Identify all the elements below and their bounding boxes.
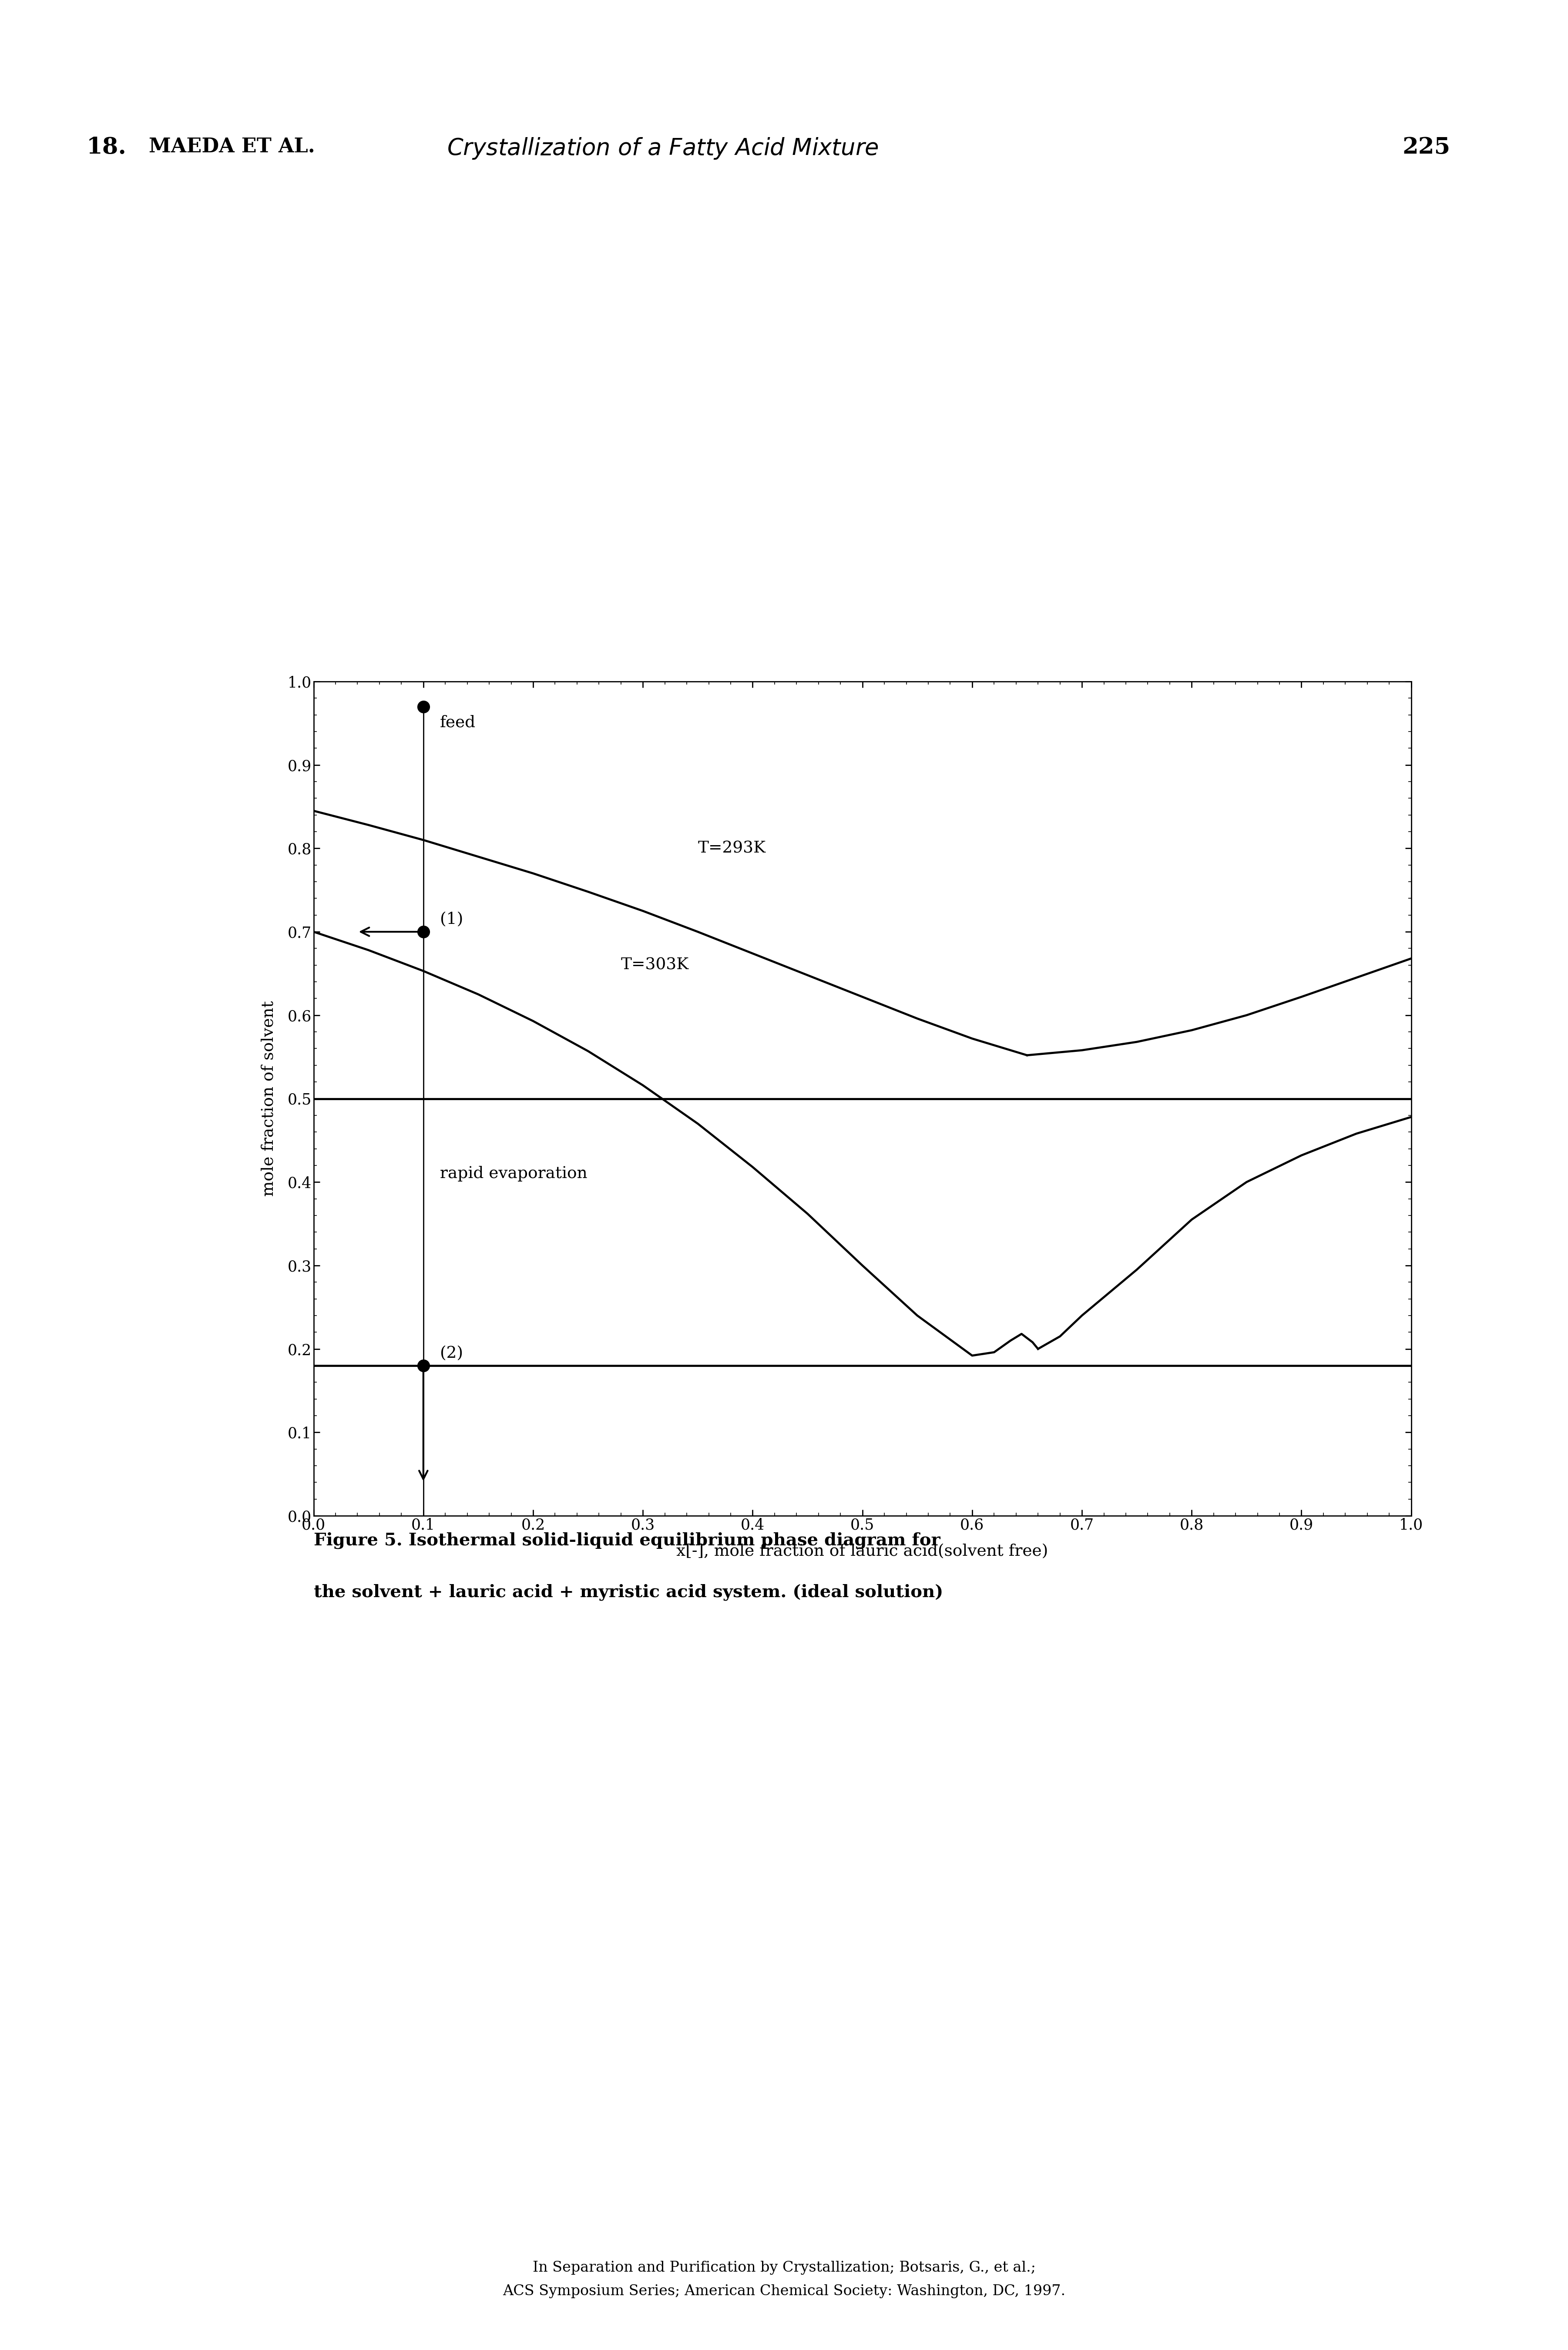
Text: (2): (2) xyxy=(439,1347,463,1361)
Text: Figure 5. Isothermal solid-liquid equilibrium phase diagram for: Figure 5. Isothermal solid-liquid equili… xyxy=(314,1532,941,1549)
Text: In Separation and Purification by Crystallization; Botsaris, G., et al.;: In Separation and Purification by Crysta… xyxy=(533,2261,1035,2275)
Text: ACS Symposium Series; American Chemical Society: Washington, DC, 1997.: ACS Symposium Series; American Chemical … xyxy=(503,2284,1065,2298)
Text: MAEDA ET AL.: MAEDA ET AL. xyxy=(149,136,315,157)
Text: rapid evaporation: rapid evaporation xyxy=(439,1166,586,1182)
Text: 225: 225 xyxy=(1402,136,1450,157)
Text: T=303K: T=303K xyxy=(621,956,688,973)
Text: feed: feed xyxy=(439,714,475,731)
Text: 18.: 18. xyxy=(86,136,125,157)
Text: $\mathit{Crystallization\ of\ a\ Fatty\ Acid\ Mixture}$: $\mathit{Crystallization\ of\ a\ Fatty\ … xyxy=(447,136,878,160)
Y-axis label: mole fraction of solvent: mole fraction of solvent xyxy=(260,1001,276,1196)
Text: the solvent + lauric acid + myristic acid system. (ideal solution): the solvent + lauric acid + myristic aci… xyxy=(314,1584,942,1600)
Text: T=293K: T=293K xyxy=(698,841,765,855)
Text: (1): (1) xyxy=(439,912,463,928)
X-axis label: x[-], mole fraction of lauric acid(solvent free): x[-], mole fraction of lauric acid(solve… xyxy=(676,1544,1049,1558)
